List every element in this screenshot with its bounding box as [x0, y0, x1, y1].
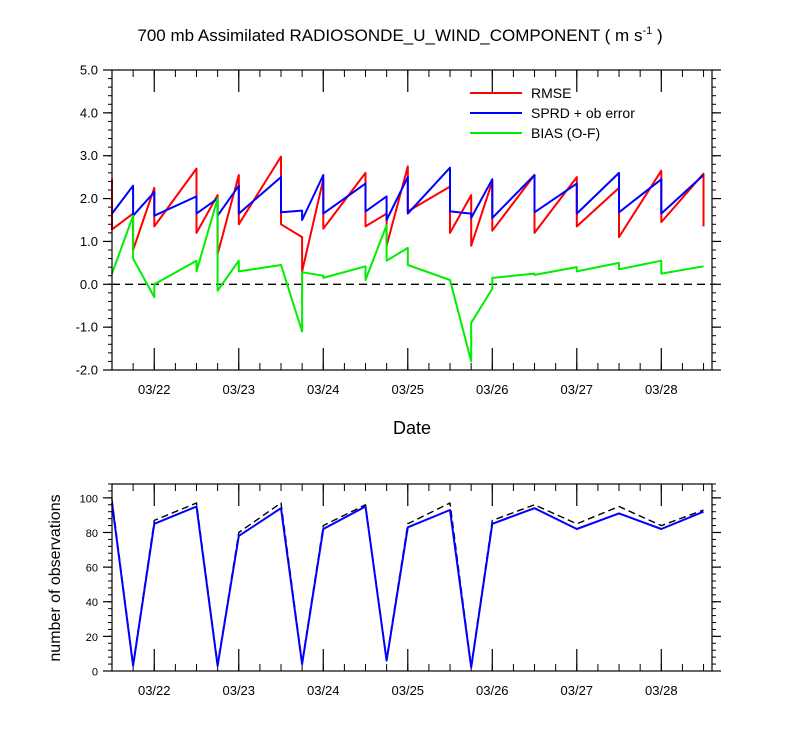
- stats-panel: 03/22 03/23 03/24 03/25 03/26 03/27 03/28 -2.0 -…: [76, 63, 721, 438]
- stats-xlabel: Date: [393, 418, 431, 438]
- stats-x-tick-label: 03/22: [138, 382, 171, 397]
- legend-label-bias-o-f: BIAS (O-F): [531, 125, 600, 141]
- obs-x-tick-label: 03/23: [222, 683, 255, 698]
- stats-x-tick-label: 03/27: [561, 382, 594, 397]
- obs-axes: 03/22 03/23 03/24 03/25 03/26 03/27 03/28 0 20 40…: [80, 483, 721, 698]
- stats-series-bias-o-f: [111, 197, 704, 363]
- stats-series-sprd-ob-error: [111, 166, 705, 221]
- stats-y-tick-label: 4.0: [80, 105, 98, 120]
- stats-series: [111, 155, 705, 363]
- chart-title-close: ): [652, 26, 662, 45]
- obs-y-tick-label: 60: [86, 563, 98, 575]
- obs-plot-frame: [111, 483, 713, 672]
- stats-y-tick-label: 5.0: [80, 63, 98, 78]
- obs-panel: 03/22 03/23 03/24 03/25 03/26 03/27 03/28 0 20 40…: [47, 483, 721, 698]
- obs-y-tick-label: 40: [86, 597, 98, 609]
- obs-x-tick-label: 03/22: [138, 683, 171, 698]
- stats-x-tick-label: 03/24: [307, 382, 340, 397]
- obs-x-tick-label: 03/27: [561, 683, 594, 698]
- obs-x-tick-label: 03/26: [476, 683, 509, 698]
- legend-label-rmse: RMSE: [531, 85, 571, 101]
- obs-x-tick-label: 03/28: [645, 683, 678, 698]
- legend-label-sprd-ob-error: SPRD + ob error: [531, 105, 635, 121]
- stats-y-tick-label: 3.0: [80, 148, 98, 163]
- obs-x-tick-label: 03/25: [392, 683, 425, 698]
- stats-x-tick-label: 03/25: [392, 382, 425, 397]
- chart-title-unit-exponent: -1: [642, 25, 652, 37]
- stats-y-tick-label: 1.0: [80, 234, 98, 249]
- obs-x-tick-label: 03/24: [307, 683, 340, 698]
- stats-plot-frame: [111, 69, 713, 371]
- obs-y-tick-label: 100: [80, 493, 98, 505]
- legend: RMSE SPRD + ob error BIAS (O-F): [470, 85, 635, 141]
- stats-y-tick-label: 0.0: [80, 277, 98, 292]
- obs-series-possible: [111, 499, 704, 667]
- stats-y-tick-label: -1.0: [76, 320, 98, 335]
- stats-x-tick-label: 03/23: [222, 382, 255, 397]
- obs-series-used: [111, 502, 704, 669]
- stats-x-tick-label: 03/28: [645, 382, 678, 397]
- stats-axes: 03/22 03/23 03/24 03/25 03/26 03/27 03/28 -2.0 -…: [76, 63, 721, 397]
- obs-y-tick-label: 80: [86, 528, 98, 540]
- stats-y-tick-label: 2.0: [80, 191, 98, 206]
- obs-series: [111, 499, 704, 669]
- obs-y-tick-label: 0: [92, 667, 98, 679]
- chart-title-text: 700 mb Assimilated RADIOSONDE_U_WIND_COM…: [137, 26, 642, 45]
- obs-y-tick-label: 20: [86, 632, 98, 644]
- stats-y-tick-label: -2.0: [76, 363, 98, 378]
- chart-title: 700 mb Assimilated RADIOSONDE_U_WIND_COM…: [137, 25, 662, 45]
- obs-ylabel: number of observations: [47, 494, 64, 661]
- stats-x-tick-label: 03/26: [476, 382, 509, 397]
